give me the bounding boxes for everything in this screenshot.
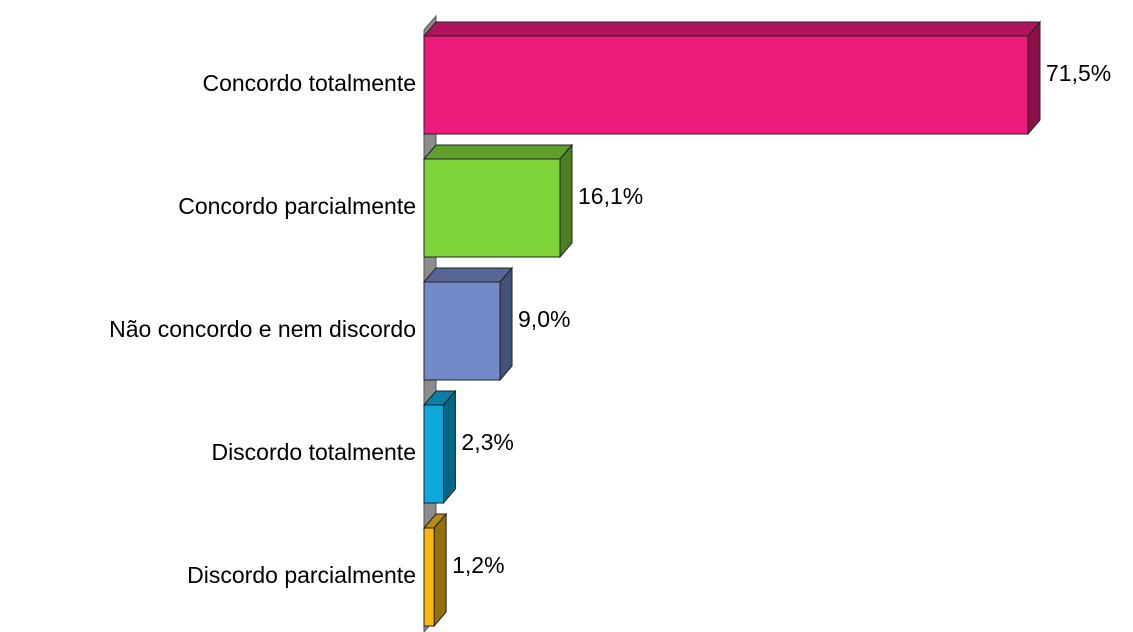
bar — [423, 527, 435, 627]
value-label: 9,0% — [518, 306, 570, 332]
category-label: Concordo totalmente — [202, 70, 416, 96]
value-label: 16,1% — [578, 183, 643, 209]
category-label: Não concordo e nem discordo — [109, 316, 416, 342]
bar — [423, 281, 501, 381]
bar-side — [559, 143, 573, 259]
bar-side — [1027, 20, 1041, 136]
bar — [423, 35, 1029, 135]
bar-side — [442, 389, 456, 505]
value-label: 2,3% — [461, 429, 513, 455]
value-label: 71,5% — [1046, 60, 1111, 86]
category-label: Discordo totalmente — [211, 439, 416, 465]
bar-side — [433, 512, 447, 628]
bar-top — [422, 144, 574, 160]
bar — [423, 158, 561, 258]
bar-top — [422, 21, 1042, 37]
bar — [423, 404, 444, 504]
category-label: Discordo parcialmente — [187, 562, 416, 588]
bar-top — [422, 267, 514, 283]
category-label: Concordo parcialmente — [178, 193, 416, 219]
bar-side — [499, 266, 513, 382]
value-label: 1,2% — [452, 552, 504, 578]
